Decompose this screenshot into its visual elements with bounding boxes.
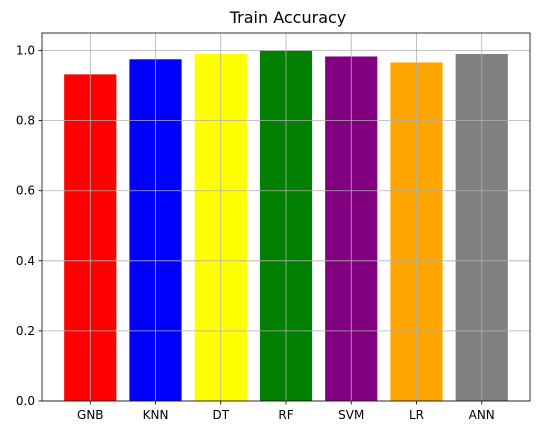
y-tick-label-1: 0.2: [16, 324, 35, 338]
chart-title: Train Accuracy: [229, 8, 347, 27]
y-tick-label-3: 0.6: [16, 184, 35, 198]
y-tick-label-2: 0.4: [16, 254, 35, 268]
x-tick-label-knn: KNN: [143, 408, 169, 422]
plot-area: 0.0 0.2 0.4 0.6 0.8 1.0 GNB KNN DT RF SVM LR ANN: [16, 32, 531, 422]
x-tick-label-svm: SVM: [338, 408, 364, 422]
x-tick-label-ann: ANN: [469, 408, 495, 422]
y-tick-label-0: 0.0: [16, 394, 35, 408]
y-tick-label-5: 1.0: [16, 44, 35, 58]
x-tick-label-gnb: GNB: [77, 408, 104, 422]
x-tick-label-rf: RF: [278, 408, 293, 422]
y-tick-label-4: 0.8: [16, 114, 35, 128]
x-tick-label-lr: LR: [409, 408, 424, 422]
x-tick-label-dt: DT: [212, 408, 229, 422]
